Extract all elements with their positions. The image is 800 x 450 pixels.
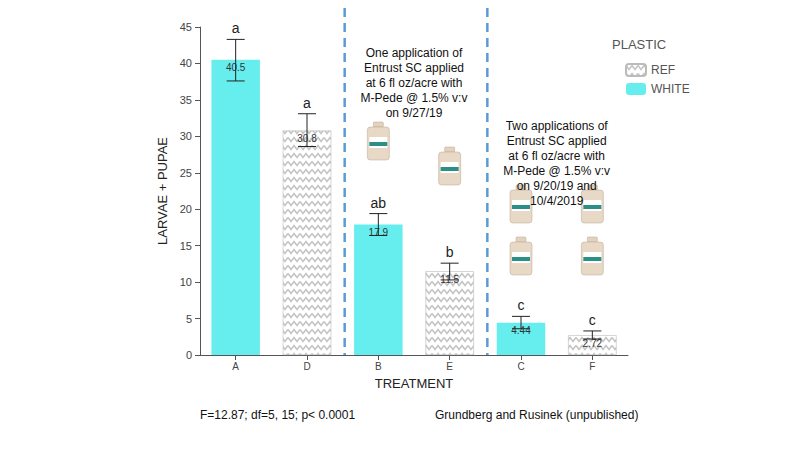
svg-text:17.9: 17.9	[368, 227, 389, 238]
svg-text:40: 40	[180, 57, 192, 69]
svg-text:0: 0	[186, 349, 192, 361]
svg-text:TREATMENT: TREATMENT	[375, 376, 454, 391]
svg-text:25: 25	[180, 167, 192, 179]
svg-text:Grundberg and Rusinek (unpubli: Grundberg and Rusinek (unpublished)	[435, 408, 638, 422]
svg-text:30: 30	[180, 130, 192, 142]
svg-text:5: 5	[186, 313, 192, 325]
svg-text:Entrust SC applied: Entrust SC applied	[507, 134, 607, 148]
svg-text:35: 35	[180, 94, 192, 106]
svg-text:c: c	[518, 297, 525, 313]
svg-text:at 6 fl oz/acre with: at 6 fl oz/acre with	[508, 149, 605, 163]
svg-text:One application of: One application of	[366, 46, 463, 60]
svg-text:c: c	[589, 312, 596, 328]
svg-text:at 6 fl oz/acre with: at 6 fl oz/acre with	[366, 76, 463, 90]
svg-text:b: b	[446, 244, 454, 260]
svg-text:2.72: 2.72	[583, 338, 603, 349]
svg-text:30.8: 30.8	[297, 133, 317, 144]
svg-text:on 9/27/19: on 9/27/19	[386, 106, 443, 120]
svg-text:Two applications of: Two applications of	[506, 119, 609, 133]
svg-text:a: a	[303, 95, 311, 111]
svg-text:D: D	[303, 361, 310, 372]
svg-text:WHITE: WHITE	[651, 82, 690, 96]
svg-text:C: C	[517, 361, 524, 372]
svg-text:F=12.87; df=5, 15; p< 0.0001: F=12.87; df=5, 15; p< 0.0001	[200, 408, 355, 422]
svg-text:Entrust SC applied: Entrust SC applied	[364, 61, 464, 75]
svg-text:REF: REF	[651, 63, 675, 77]
svg-text:PLASTIC: PLASTIC	[612, 37, 666, 52]
svg-text:a: a	[232, 20, 240, 36]
svg-text:LARVAE + PUPAE: LARVAE + PUPAE	[155, 137, 170, 245]
svg-text:F: F	[589, 361, 595, 372]
svg-text:4.44: 4.44	[511, 325, 531, 337]
svg-text:E: E	[446, 361, 453, 372]
svg-text:10: 10	[180, 276, 192, 288]
svg-text:M-Pede @ 1.5% v:v: M-Pede @ 1.5% v:v	[361, 91, 468, 105]
svg-text:15: 15	[180, 240, 192, 252]
svg-text:on 9/20/19 and: on 9/20/19 and	[517, 179, 597, 193]
svg-text:M-Pede @ 1.5% v:v: M-Pede @ 1.5% v:v	[503, 164, 610, 178]
svg-text:10/4/2019: 10/4/2019	[530, 194, 584, 208]
svg-text:20: 20	[180, 203, 192, 215]
svg-text:40.5: 40.5	[225, 62, 246, 74]
svg-text:ab: ab	[371, 195, 387, 211]
svg-text:11.5: 11.5	[440, 273, 459, 285]
svg-text:45: 45	[180, 21, 192, 33]
svg-text:B: B	[375, 361, 382, 372]
svg-text:A: A	[232, 361, 239, 372]
